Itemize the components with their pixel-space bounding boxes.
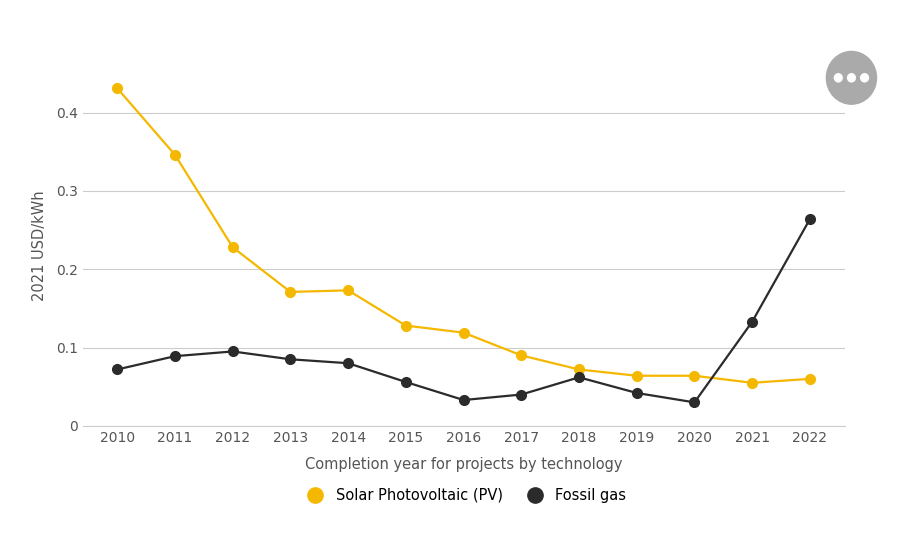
Legend: Solar Photovoltaic (PV), Fossil gas: Solar Photovoltaic (PV), Fossil gas bbox=[295, 482, 633, 509]
Circle shape bbox=[834, 74, 842, 82]
Y-axis label: 2021 USD/kWh: 2021 USD/kWh bbox=[32, 191, 48, 301]
X-axis label: Completion year for projects by technology: Completion year for projects by technolo… bbox=[305, 456, 622, 472]
Circle shape bbox=[826, 51, 877, 104]
Circle shape bbox=[847, 74, 856, 82]
Circle shape bbox=[861, 74, 868, 82]
